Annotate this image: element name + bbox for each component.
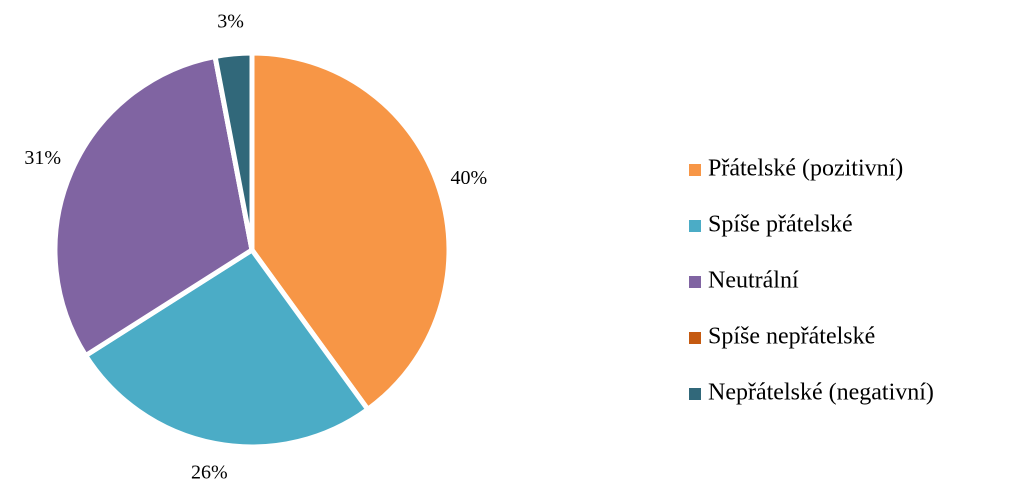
legend-label: Neutrální bbox=[708, 268, 799, 294]
data-label: 40% bbox=[451, 167, 488, 189]
legend-swatch bbox=[689, 332, 701, 344]
legend-label: Spíše přátelské bbox=[708, 212, 853, 238]
data-label: 26% bbox=[191, 462, 228, 479]
pie-slice bbox=[249, 50, 452, 413]
legend-label: Přátelské (pozitivní) bbox=[708, 156, 903, 182]
legend-label: Spíše nepřátelské bbox=[708, 324, 875, 350]
legend-swatch bbox=[689, 164, 701, 176]
data-label: 3% bbox=[217, 11, 244, 33]
legend-swatch bbox=[689, 276, 701, 288]
legend-swatch bbox=[689, 388, 701, 400]
legend-swatch bbox=[689, 220, 701, 232]
legend-label: Nepřátelské (negativní) bbox=[708, 380, 934, 406]
pie-slice bbox=[212, 50, 255, 251]
pie-slice bbox=[52, 53, 255, 360]
data-label: 31% bbox=[24, 147, 61, 169]
pie-slice bbox=[82, 246, 372, 450]
